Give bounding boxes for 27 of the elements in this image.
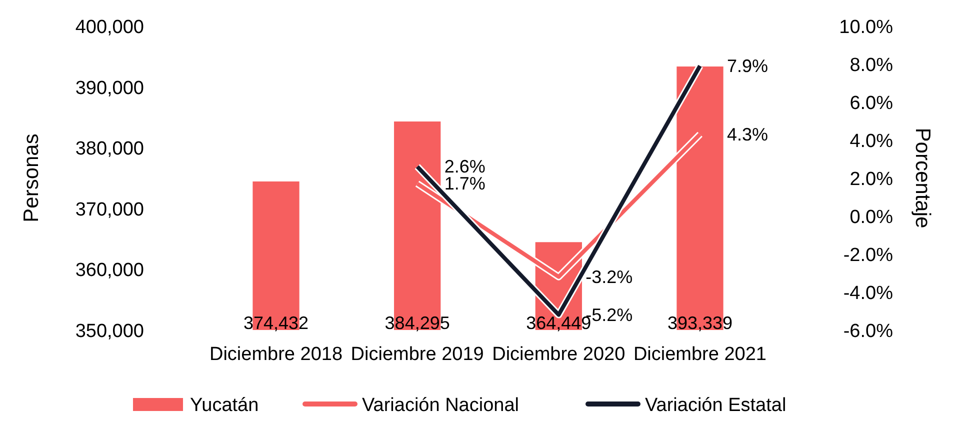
y-tick-label: 350,000 bbox=[75, 321, 144, 342]
y2-tick-label: 2.0% bbox=[850, 169, 894, 190]
legend-label: Yucatán bbox=[190, 395, 259, 416]
y2-tick-label: 6.0% bbox=[850, 93, 894, 114]
legend-label: Variación Estatal bbox=[645, 395, 786, 416]
x-tick-label: Diciembre 2020 bbox=[492, 344, 626, 365]
data-label: 7.9% bbox=[726, 56, 768, 76]
y-tick-label: 360,000 bbox=[75, 260, 144, 282]
x-tick-label: Diciembre 2021 bbox=[633, 344, 767, 365]
y-tick-label: 390,000 bbox=[75, 78, 144, 99]
data-label: -3.2% bbox=[586, 266, 633, 287]
y2-tick-label: -4.0% bbox=[843, 283, 894, 304]
y2-axis-title: Porcentaje bbox=[911, 128, 934, 228]
y-tick-label: 400,000 bbox=[75, 17, 144, 38]
y2-tick-label: 10.0% bbox=[839, 17, 894, 38]
y-tick-label: 380,000 bbox=[75, 138, 144, 160]
y-tick-label: 370,000 bbox=[75, 199, 144, 220]
y2-tick-label: 8.0% bbox=[850, 55, 894, 76]
y-axis-title: Personas bbox=[20, 134, 43, 222]
legend-label: Variación Nacional bbox=[362, 395, 520, 416]
y2-tick-label: -6.0% bbox=[843, 321, 894, 342]
y2-tick-label: 0.0% bbox=[850, 207, 894, 228]
x-tick-label: Diciembre 2019 bbox=[350, 344, 484, 365]
data-label: 4.3% bbox=[726, 124, 768, 144]
y2-tick-label: -2.0% bbox=[843, 245, 894, 266]
y2-tick-label: 4.0% bbox=[850, 131, 894, 152]
x-tick-label: Diciembre 2018 bbox=[209, 344, 343, 365]
